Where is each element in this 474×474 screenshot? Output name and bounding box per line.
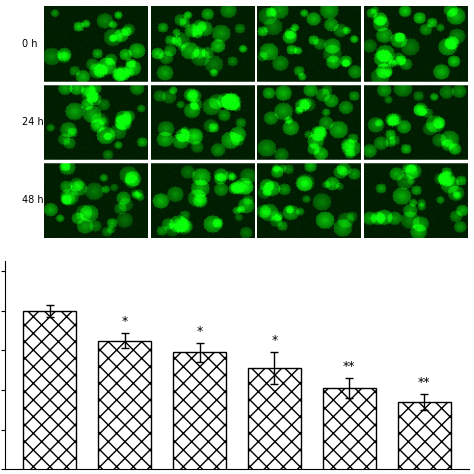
Bar: [99, 340, 151, 474]
Text: 48 h: 48 h: [22, 195, 44, 205]
Bar: [398, 402, 450, 474]
Text: 24 h: 24 h: [22, 117, 44, 127]
Text: 0 h: 0 h: [22, 39, 38, 49]
Bar: [173, 353, 226, 474]
Text: *: *: [271, 335, 278, 347]
Text: *: *: [121, 315, 128, 328]
Text: *: *: [196, 325, 203, 337]
Text: **: **: [343, 360, 356, 373]
Text: **: **: [418, 376, 430, 389]
Bar: [24, 311, 76, 474]
Bar: [248, 368, 301, 474]
Bar: [323, 388, 375, 474]
